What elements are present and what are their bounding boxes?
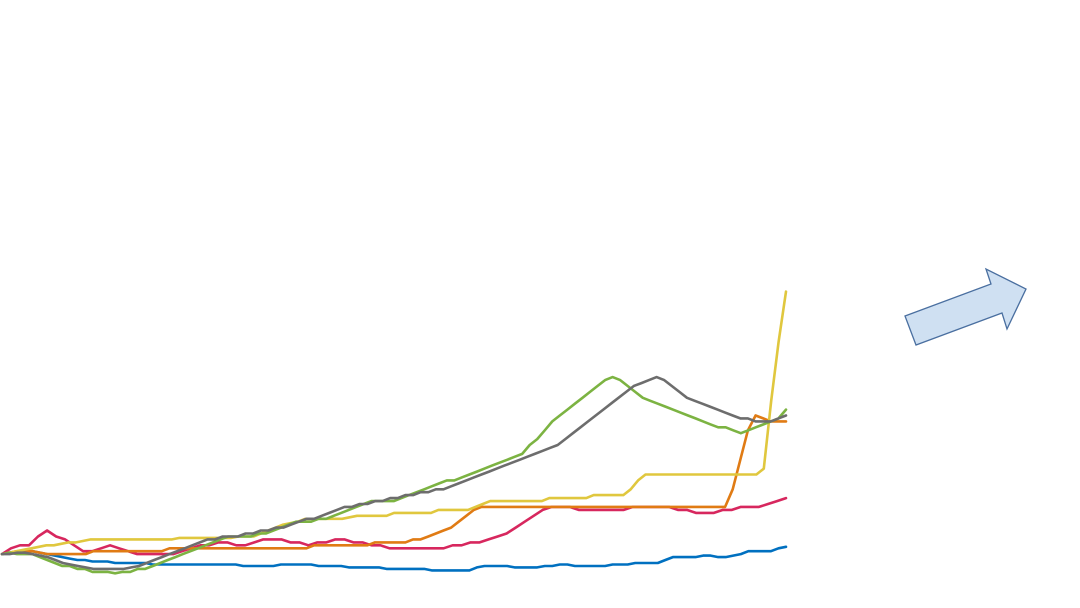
right-arrow-icon: [904, 267, 1027, 346]
series-line-yellow: [0, 290, 788, 556]
series-line-gray: [0, 375, 788, 571]
series-line-blue: [0, 545, 788, 572]
series-line-green: [0, 375, 788, 575]
series-layer: [0, 290, 788, 575]
series-line-orange: [0, 414, 788, 556]
